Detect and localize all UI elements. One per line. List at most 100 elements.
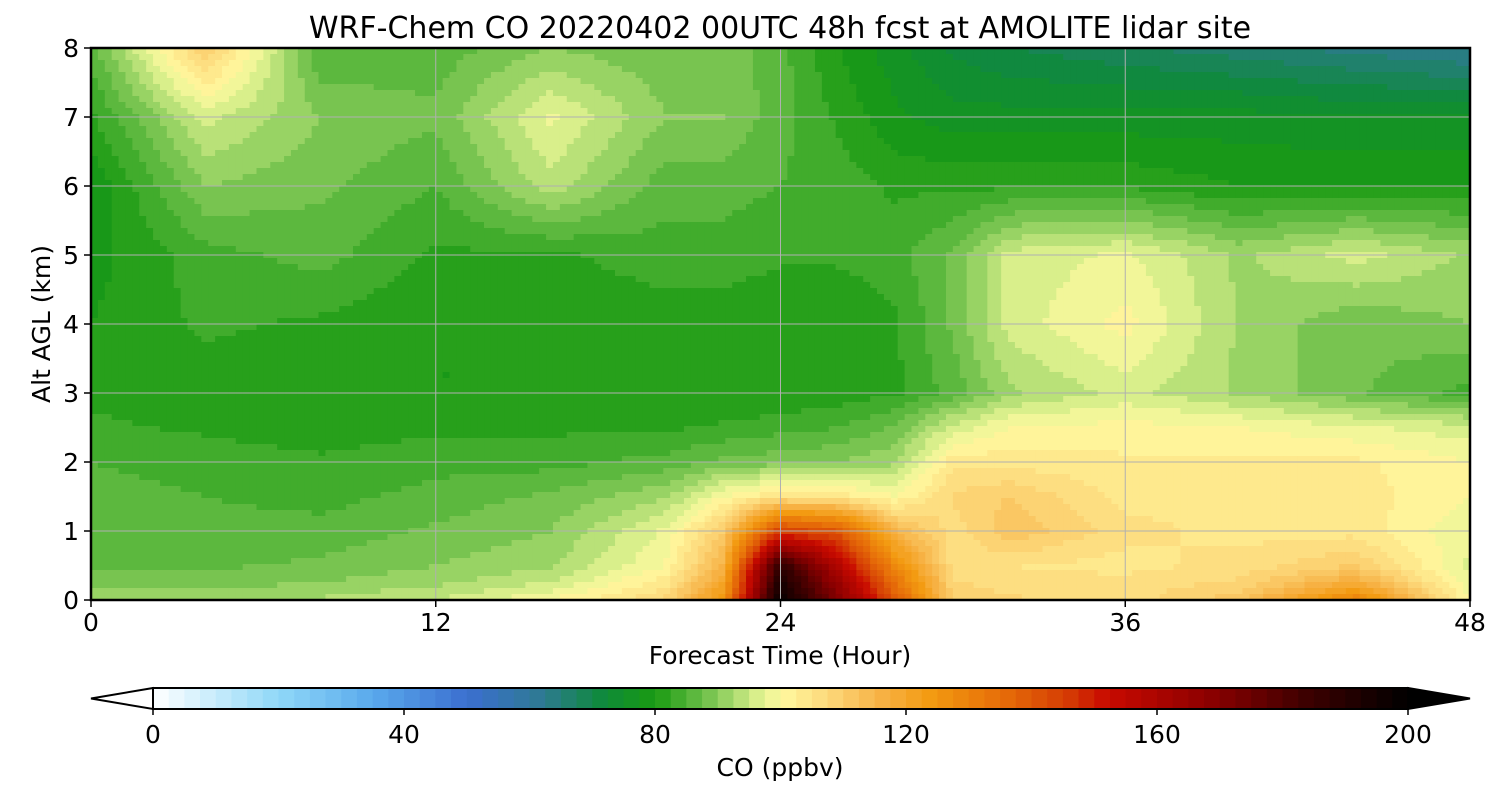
co-field-cell: [339, 60, 347, 67]
co-field-cell: [277, 162, 285, 169]
co-field-cell: [222, 180, 230, 187]
co-field-cell: [1387, 60, 1395, 67]
co-field-cell: [890, 54, 899, 61]
co-field-cell: [366, 48, 375, 55]
co-field-cell: [332, 84, 340, 91]
co-field-cell: [1021, 96, 1030, 103]
co-field-cell: [1456, 78, 1464, 85]
co-field-cell: [1449, 186, 1457, 193]
co-field-cell: [256, 126, 264, 133]
co-field-cell: [394, 192, 402, 199]
co-field-cell: [1049, 96, 1057, 103]
co-field-cell: [173, 60, 182, 67]
co-field-cell: [387, 78, 395, 85]
co-field-cell: [270, 138, 278, 145]
co-field-cell: [821, 108, 830, 115]
co-field-cell: [484, 66, 492, 73]
co-field-cell: [1180, 72, 1188, 79]
co-field-cell: [242, 180, 251, 187]
co-field-cell: [1125, 120, 1133, 127]
co-field-cell: [952, 66, 961, 73]
co-field-cell: [759, 90, 768, 97]
co-field-cell: [559, 192, 568, 199]
co-field-cell: [1401, 132, 1409, 139]
co-field-cell: [435, 48, 444, 55]
co-field-cell: [490, 192, 499, 199]
co-field-cell: [1104, 162, 1113, 169]
co-field-cell: [704, 156, 713, 163]
co-field-cell: [559, 66, 568, 73]
co-field-cell: [222, 84, 230, 91]
co-field-cell: [759, 180, 768, 187]
co-field-cell: [670, 48, 678, 55]
co-field-cell: [1201, 84, 1209, 91]
co-field-cell: [159, 174, 168, 181]
co-field-cell: [1104, 156, 1113, 163]
co-field-cell: [1070, 144, 1078, 151]
co-field-cell: [911, 102, 919, 109]
co-field-cell: [739, 66, 747, 73]
co-field-cell: [1111, 78, 1119, 85]
co-field-cell: [1008, 150, 1016, 157]
co-field-cell: [256, 54, 264, 61]
co-field-cell: [1318, 120, 1326, 127]
co-field-cell: [773, 84, 782, 91]
co-field-cell: [353, 96, 361, 103]
co-field-cell: [456, 156, 464, 163]
co-field-cell: [711, 48, 720, 55]
co-field-cell: [477, 78, 485, 85]
co-field-cell: [380, 66, 389, 73]
co-field-cell: [1166, 102, 1175, 109]
co-field-cell: [235, 66, 244, 73]
co-field-cell: [546, 126, 554, 133]
co-field-cell: [945, 174, 954, 181]
co-field-cell: [511, 72, 520, 79]
co-field-cell: [849, 174, 857, 181]
co-field-cell: [1256, 132, 1264, 139]
co-field-cell: [911, 78, 919, 85]
co-field-cell: [1359, 138, 1368, 145]
co-field-cell: [1201, 162, 1209, 169]
co-field-cell: [670, 120, 678, 127]
co-field-cell: [1056, 162, 1064, 169]
co-field-cell: [91, 78, 99, 85]
co-field-cell: [1090, 156, 1099, 163]
co-field-cell: [477, 138, 485, 145]
co-field-cell: [918, 48, 926, 55]
co-field-cell: [939, 192, 947, 199]
co-field-cell: [284, 162, 292, 169]
co-field-cell: [987, 90, 995, 97]
co-field-cell: [932, 60, 940, 67]
co-field-cell: [97, 126, 106, 133]
co-field-cell: [511, 48, 520, 55]
co-field-cell: [290, 132, 299, 139]
co-field-cell: [870, 84, 878, 91]
co-field-cell: [235, 132, 244, 139]
co-field-cell: [925, 120, 933, 127]
co-field-cell: [1097, 144, 1106, 151]
co-field-cell: [228, 84, 237, 91]
co-field-cell: [1435, 168, 1444, 175]
co-field-cell: [1063, 78, 1071, 85]
co-field-cell: [1159, 96, 1168, 103]
co-field-cell: [1366, 156, 1375, 163]
co-field-cell: [870, 138, 878, 145]
co-field-cell: [1035, 174, 1044, 181]
co-field-cell: [897, 84, 906, 91]
co-field-cell: [1111, 186, 1119, 193]
co-field-cell: [139, 120, 147, 127]
co-field-cell: [890, 78, 899, 85]
co-field-cell: [394, 132, 402, 139]
co-field-cell: [925, 162, 933, 169]
co-field-cell: [987, 186, 995, 193]
co-field-cell: [339, 102, 347, 109]
co-field-cell: [373, 66, 382, 73]
co-field-cell: [408, 78, 416, 85]
co-field-cell: [1076, 60, 1085, 67]
co-field-cell: [594, 72, 602, 79]
co-field-cell: [187, 138, 196, 145]
co-field-cell: [477, 72, 485, 79]
co-field-cell: [1221, 108, 1230, 115]
co-field-cell: [325, 102, 333, 109]
co-field-cell: [249, 48, 258, 55]
